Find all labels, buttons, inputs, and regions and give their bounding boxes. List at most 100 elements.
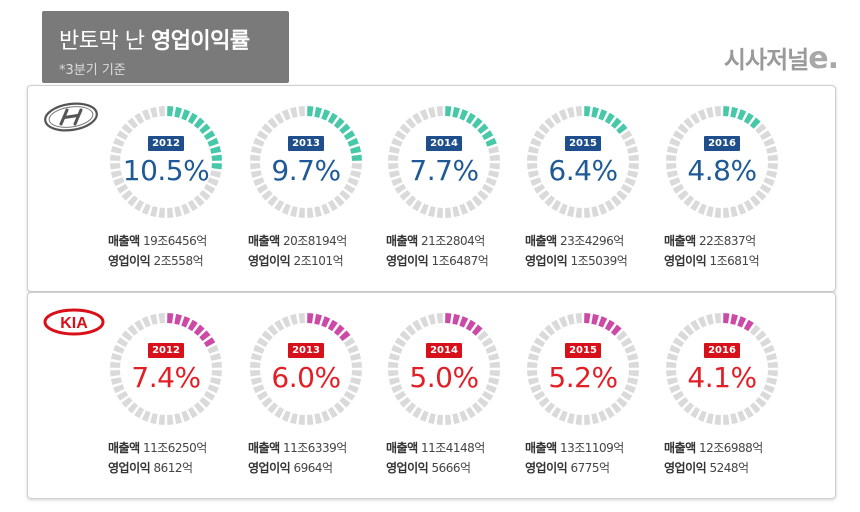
ring-segment-empty [527,154,538,161]
ring-segment-filled [737,109,747,121]
op-profit-label: 영업이익 [525,254,568,268]
op-profit-line: 영업이익 6775억 [525,459,610,476]
ring-segment-empty [477,189,489,201]
ring-segment-filled [314,313,322,325]
ring-segment-empty [274,112,285,125]
ring-segment-empty [150,206,158,218]
op-profit-value: 5248억 [709,461,750,475]
ring-segment-filled [598,109,608,121]
ring-segment-empty [193,195,205,207]
ring-segment-empty [256,183,269,194]
ring-segment-empty [669,137,681,147]
revenue-value: 22조837억 [698,234,756,248]
ring-segment-empty [666,370,677,377]
ring-segment-empty [538,396,550,408]
ring-segment-empty [428,206,436,218]
ring-segment-empty [624,177,636,187]
ring-segment-empty [388,163,399,170]
ring-segment-empty [533,337,546,348]
ring-segment-empty [465,406,476,419]
ring-segment-filled [181,316,191,328]
ring-segment-empty [256,130,269,141]
ring-segment-filled [445,106,452,117]
ring-segment-empty [488,353,500,361]
ring-segment-empty [527,370,538,377]
ring-segment-empty [584,207,591,218]
ring-segment-empty [677,123,689,135]
op-profit-label: 영업이익 [248,461,291,475]
ring-segment-empty [584,414,591,425]
ring-segment-empty [167,207,174,218]
ring-segment-filled [730,106,738,118]
ring-segment-empty [394,130,407,141]
revenue-value: 11조6339억 [282,441,347,455]
title-light: 반토막 난 [59,29,151,54]
ring-segment-empty [488,170,500,178]
ring-segment-empty [627,146,639,154]
ring-segment-empty [116,183,129,194]
ring-segment-filled [307,106,314,117]
ring-segment-empty [250,377,262,385]
ring-segment-filled [211,163,222,170]
ring-segment-empty [203,390,216,401]
ring-segment-empty [290,106,298,118]
op-profit-label: 영업이익 [664,254,707,268]
revenue-label: 매출액 [386,441,418,455]
ring-segment-empty [110,370,121,377]
ring-segment-empty [489,154,500,161]
ring-segment-empty [714,106,721,117]
revenue-label: 매출액 [108,441,140,455]
ring-segment-empty [551,319,562,332]
ring-segment-empty [314,206,322,218]
hyundai-ring-2014 [388,106,500,218]
ring-segment-empty [290,313,298,325]
ring-segment-empty [737,410,747,422]
ring-segment-empty [394,337,407,348]
ring-segment-empty [544,117,556,129]
ring-segment-filled [211,154,222,161]
ring-segment-filled [187,319,198,332]
ring-segment-empty [351,370,362,377]
ring-segment-empty [339,189,351,201]
ring-segment-empty [350,170,362,178]
ring-segment-empty [749,402,761,414]
ring-segment-empty [210,353,222,361]
ring-segment-empty [388,146,400,154]
ring-segment-empty [616,330,628,342]
ring-segment-empty [604,199,615,212]
ring-segment-empty [174,413,182,425]
ring-segment-empty [690,319,701,332]
ring-segment-empty [388,377,400,385]
ring-segment-empty [624,137,636,147]
ring-segment-empty [158,313,165,324]
kia-ring-2014 [388,313,500,425]
ring-segment-empty [274,319,285,332]
ring-segment-empty [666,377,678,385]
ring-segment-empty [616,396,628,408]
ring-segment-empty [766,353,778,361]
ring-segment-empty [551,199,562,212]
ring-segment-empty [620,130,633,141]
ring-segment-empty [763,344,775,354]
ring-segment-empty [445,207,452,218]
op-profit-value: 6775억 [570,461,611,475]
page-title: 반토막 난 영업이익률 [59,23,250,55]
ring-segment-empty [666,361,677,368]
ring-segment-empty [533,130,546,141]
ring-segment-empty [174,206,182,218]
ring-segment-empty [187,406,198,419]
ring-segment-empty [187,199,198,212]
ring-segment-empty [399,396,411,408]
ring-segment-empty [193,402,205,414]
ring-segment-empty [672,390,685,401]
ring-segment-empty [471,195,483,207]
ring-segment-empty [723,414,730,425]
ring-segment-empty [558,109,568,121]
kia-ring-2015 [527,313,639,425]
ring-segment-empty [452,206,460,218]
ring-segment-empty [405,117,417,129]
ring-segment-empty [253,384,265,394]
ring-segment-empty [481,183,494,194]
margin-percent: 6.0% [271,361,341,394]
ring-segment-empty [347,344,359,354]
